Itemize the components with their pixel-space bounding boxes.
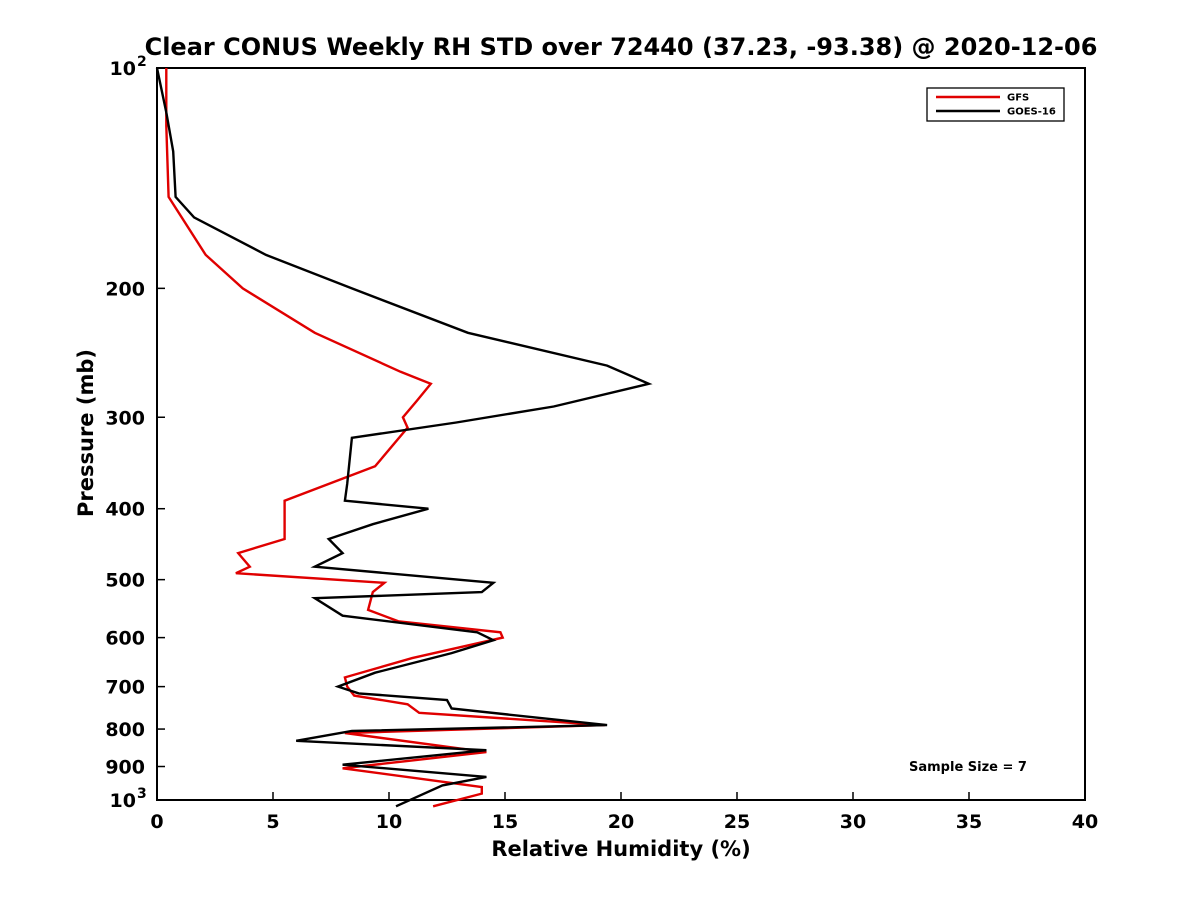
- legend: GFS GOES-16: [926, 87, 1065, 122]
- x-tick-label: 30: [840, 811, 866, 833]
- y-tick-label: 10: [110, 58, 136, 80]
- y-tick-label: 200: [105, 278, 145, 300]
- x-tick-label: 25: [724, 811, 750, 833]
- legend-label: GFS: [1007, 93, 1029, 104]
- x-axis: 0 5 10 15 20 25 30 35 40: [150, 792, 1098, 833]
- plot-area: [156, 67, 1086, 801]
- x-tick-label: 20: [608, 811, 634, 833]
- series-layer: [155, 67, 653, 808]
- y-tick-label: 400: [105, 499, 145, 521]
- y-tick-exponent: 3: [137, 786, 147, 802]
- plot-frame: [156, 67, 1086, 801]
- legend-box: [926, 87, 1065, 122]
- series-line-goes-16: [155, 67, 653, 808]
- y-tick-label: 500: [105, 570, 145, 592]
- x-tick-label: 5: [266, 811, 279, 833]
- y-tick-label: 300: [105, 407, 145, 429]
- sample-size-annotation: Sample Size = 7: [909, 760, 1027, 775]
- x-axis-label: Relative Humidity (%): [491, 837, 750, 861]
- chart-title: Clear CONUS Weekly RH STD over 72440 (37…: [145, 33, 1098, 61]
- y-tick-label: 900: [105, 757, 145, 779]
- legend-label: GOES-16: [1007, 107, 1056, 118]
- x-tick-label: 40: [1072, 811, 1098, 833]
- y-tick-label: 800: [105, 719, 145, 741]
- x-tick-label: 35: [956, 811, 982, 833]
- y-axis-label: Pressure (mb): [74, 349, 98, 517]
- y-tick-exponent: 2: [137, 54, 147, 70]
- y-tick-label: 700: [105, 677, 145, 699]
- x-tick-label: 0: [150, 811, 163, 833]
- y-tick-label: 600: [105, 628, 145, 650]
- x-tick-label: 15: [492, 811, 518, 833]
- x-tick-label: 10: [376, 811, 402, 833]
- y-tick-label: 10: [110, 790, 136, 812]
